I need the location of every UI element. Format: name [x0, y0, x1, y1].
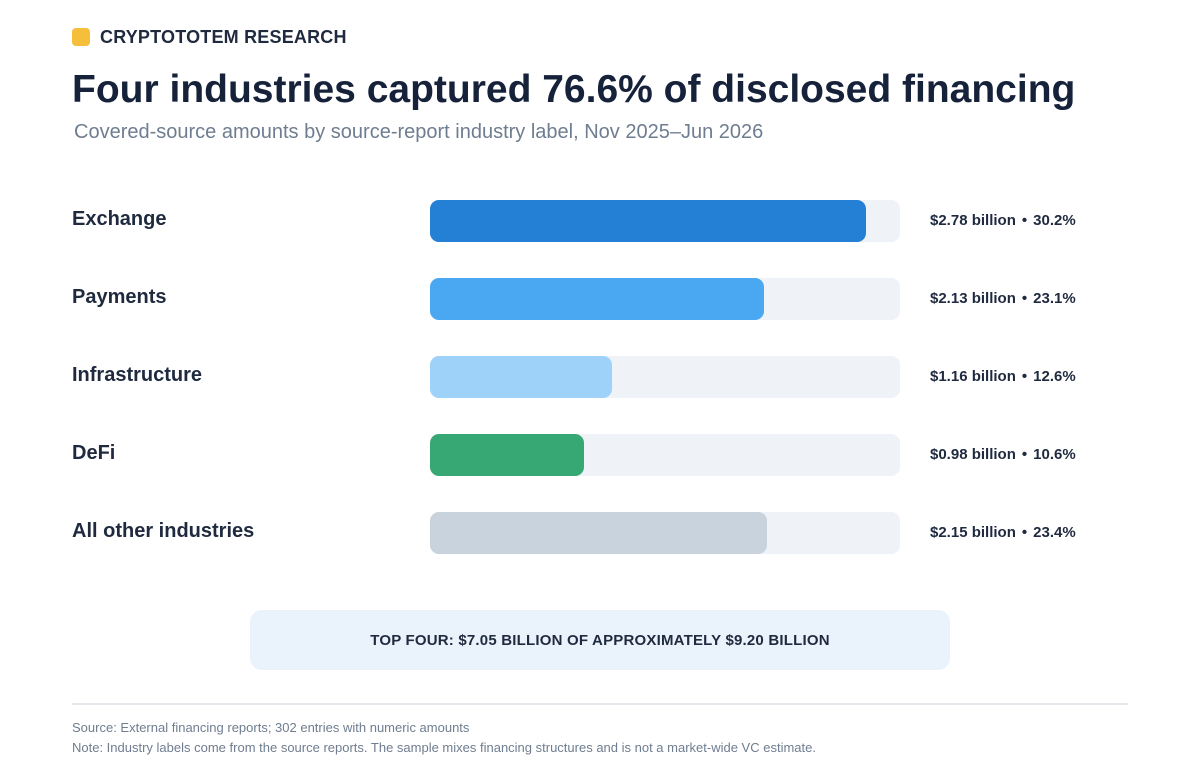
- separator-dot: •: [1021, 446, 1028, 463]
- separator-dot: •: [1021, 212, 1028, 229]
- separator-dot: •: [1021, 524, 1028, 541]
- share-label: 23.1%: [1033, 290, 1076, 307]
- bar-chart: Exchange $2.78 billion • 30.2% Payments $2.13…: [0, 200, 1200, 554]
- bar: [430, 200, 866, 242]
- chart-subtitle: Covered-source amounts by source-report …: [74, 121, 764, 143]
- separator-dot: •: [1021, 290, 1028, 307]
- summary-callout: TOP FOUR: $7.05 BILLION OF APPROXIMATELY…: [250, 610, 950, 670]
- data-label: $2.15 billion • 23.4%: [930, 524, 1076, 541]
- bar-track: [430, 278, 900, 320]
- data-label: $2.78 billion • 30.2%: [930, 212, 1076, 229]
- amount-label: $2.15 billion: [930, 524, 1016, 541]
- chart-title: Four industries captured 76.6% of disclo…: [72, 68, 1076, 111]
- bar-row: Exchange $2.78 billion • 30.2%: [0, 200, 1200, 242]
- amount-label: $0.98 billion: [930, 446, 1016, 463]
- share-label: 30.2%: [1033, 212, 1076, 229]
- bar-track: [430, 434, 900, 476]
- category-label: All other industries: [72, 520, 255, 542]
- bar-row: Infrastructure $1.16 billion • 12.6%: [0, 356, 1200, 398]
- data-label: $2.13 billion • 23.1%: [930, 290, 1076, 307]
- summary-callout-text: TOP FOUR: $7.05 BILLION OF APPROXIMATELY…: [370, 631, 830, 649]
- bar-track: [430, 512, 900, 554]
- category-label: DeFi: [72, 442, 116, 464]
- share-label: 10.6%: [1033, 446, 1076, 463]
- amount-label: $2.13 billion: [930, 290, 1016, 307]
- brand-logo-icon: [72, 28, 90, 46]
- bar-track: [430, 200, 900, 242]
- bar-track: [430, 356, 900, 398]
- bar: [430, 512, 767, 554]
- bar: [430, 434, 584, 476]
- separator-dot: •: [1021, 368, 1028, 385]
- share-label: 23.4%: [1033, 524, 1076, 541]
- amount-label: $1.16 billion: [930, 368, 1016, 385]
- share-label: 12.6%: [1033, 368, 1076, 385]
- bar-row: All other industries $2.15 billion • 23.4%: [0, 512, 1200, 554]
- footer-divider: [72, 703, 1128, 705]
- data-label: $1.16 billion • 12.6%: [930, 368, 1076, 385]
- disclaimer-note: Note: Industry labels come from the sour…: [72, 740, 816, 755]
- bar: [430, 278, 764, 320]
- data-label: $0.98 billion • 10.6%: [930, 446, 1076, 463]
- source-note: Source: External financing reports; 302 …: [72, 720, 470, 735]
- category-label: Infrastructure: [72, 364, 203, 386]
- category-label: Exchange: [72, 208, 167, 230]
- amount-label: $2.78 billion: [930, 212, 1016, 229]
- bar-row: Payments $2.13 billion • 23.1%: [0, 278, 1200, 320]
- bar-row: DeFi $0.98 billion • 10.6%: [0, 434, 1200, 476]
- bar: [430, 356, 612, 398]
- brand-name: CRYPTOTOTEM RESEARCH: [100, 26, 347, 47]
- category-label: Payments: [72, 286, 167, 308]
- brand: CRYPTOTOTEM RESEARCH: [72, 26, 347, 48]
